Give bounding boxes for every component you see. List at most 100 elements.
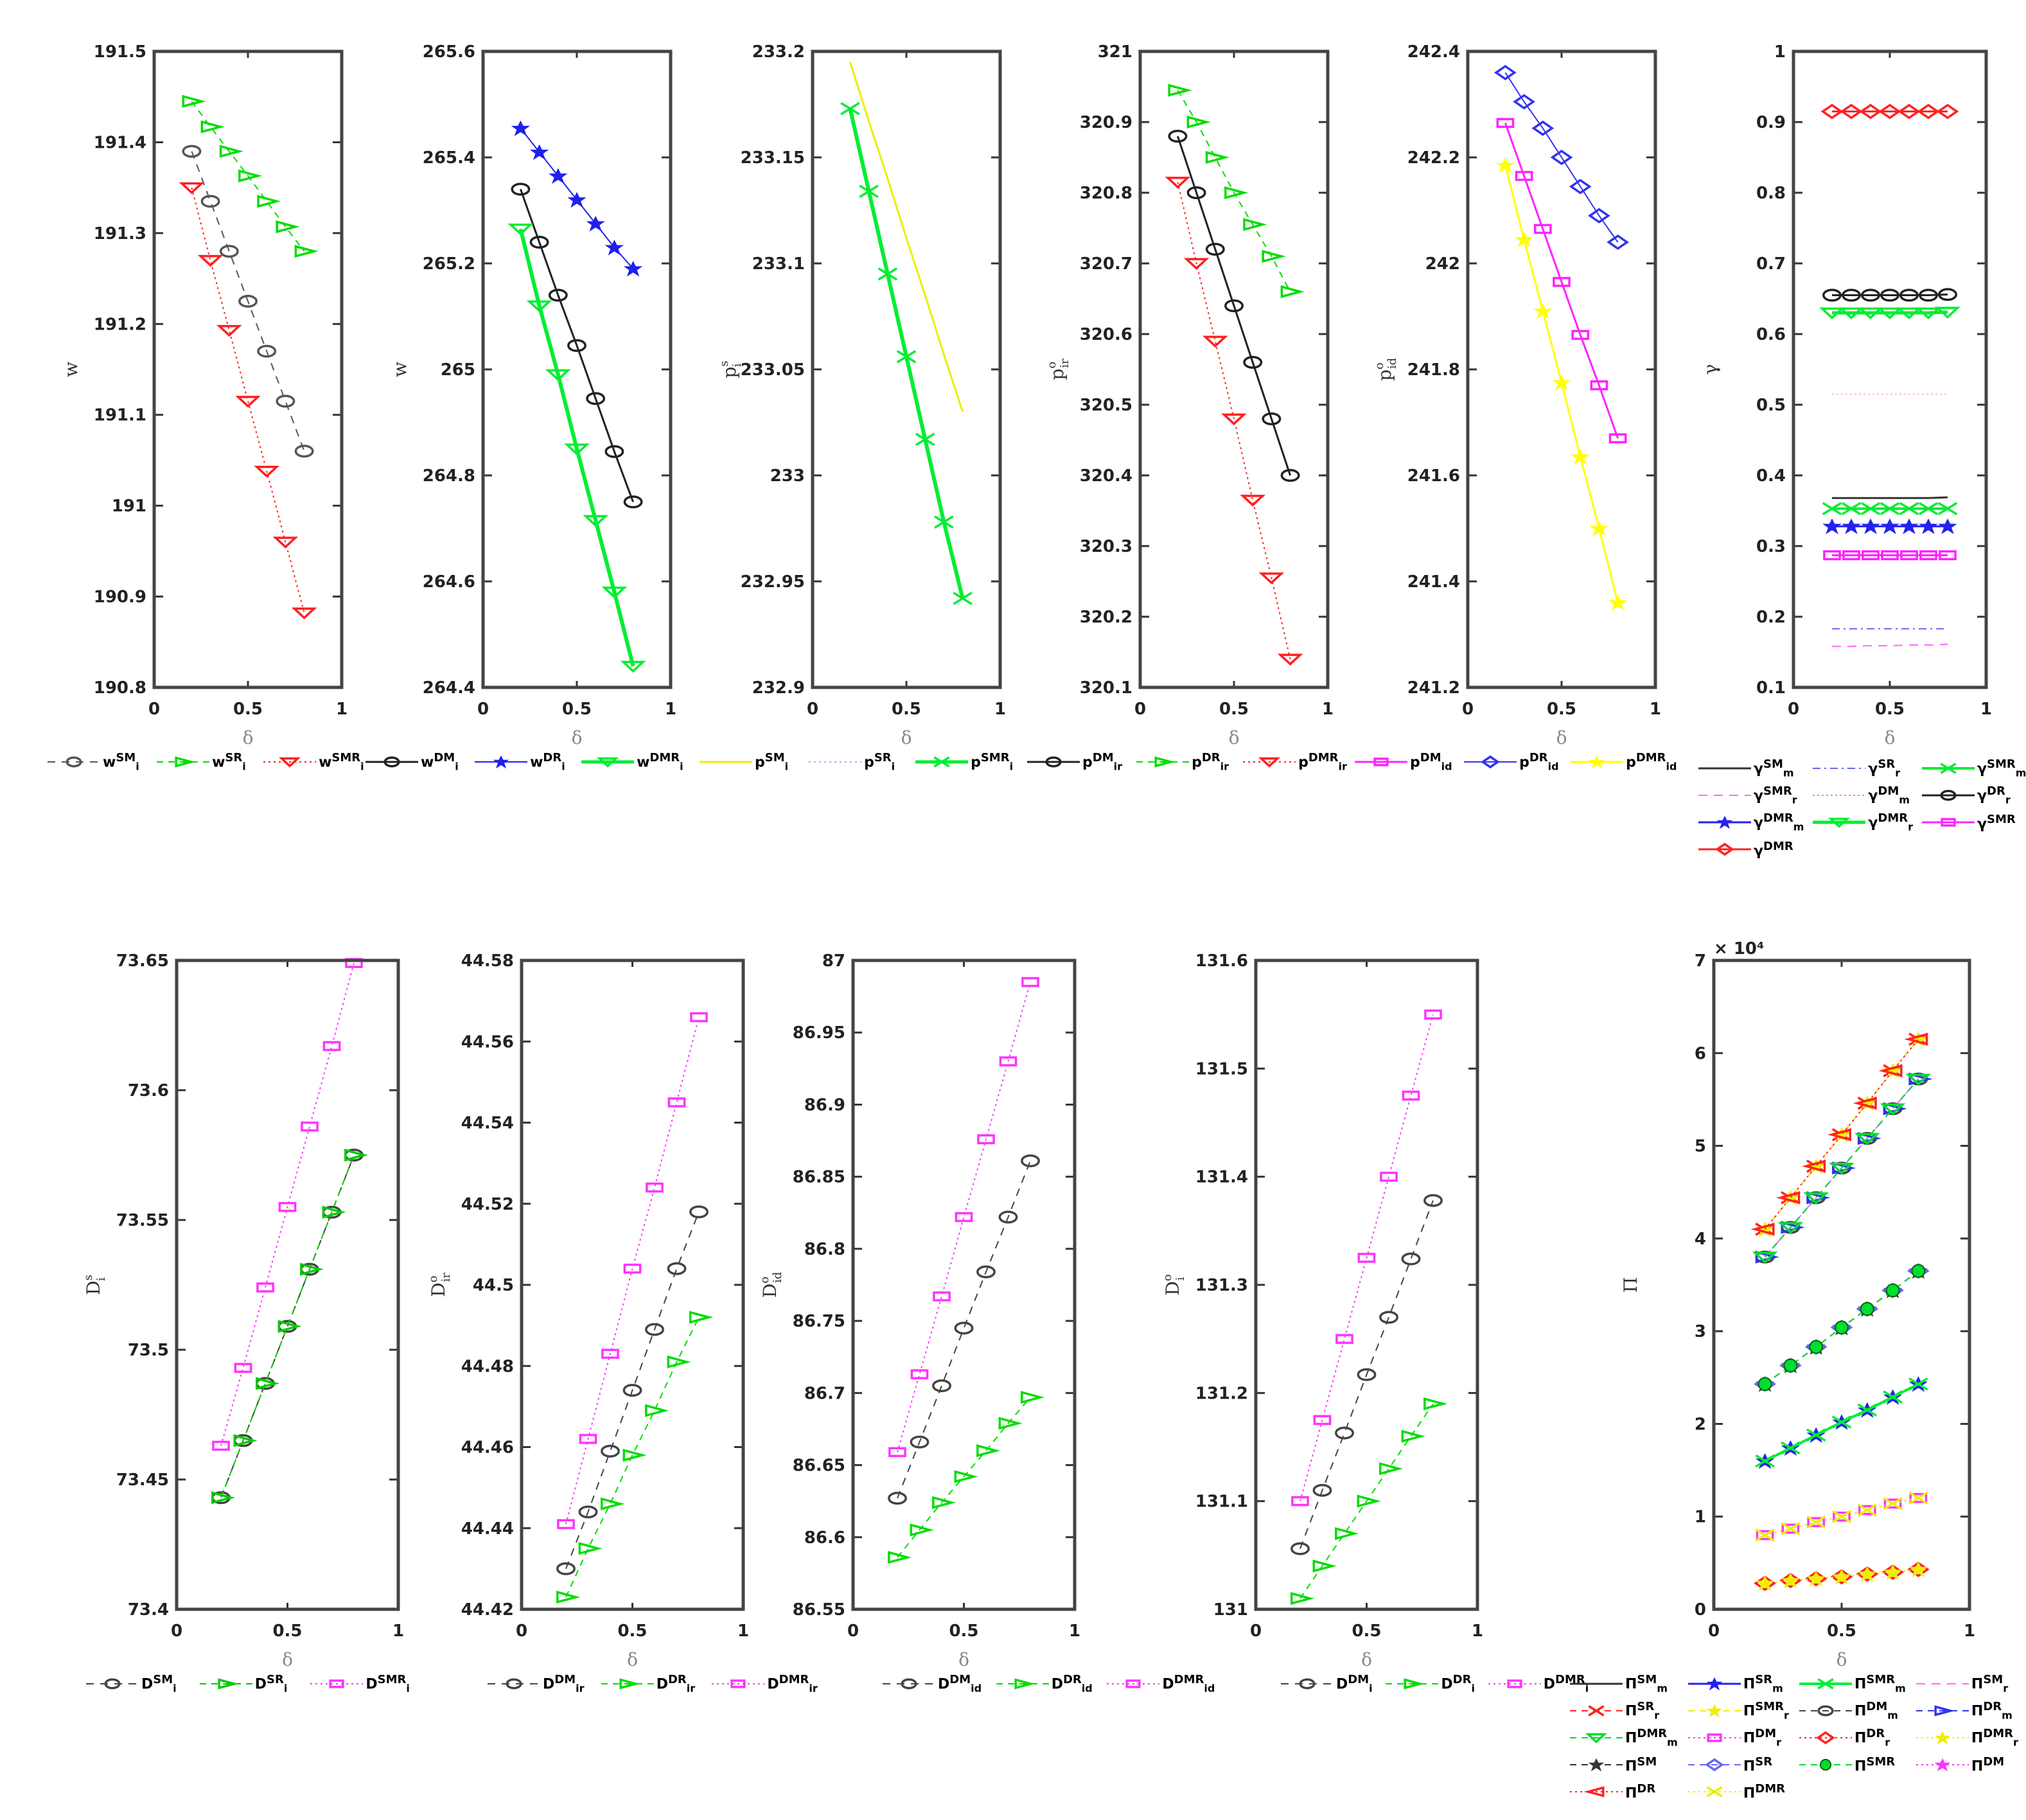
circle-marker-icon bbox=[1357, 1368, 1377, 1381]
chart-svg: 0.1 0.2 0.3 0.4 0.5 0.6 0.7 0.8 0.9 1 0 0.5 1 δ γ bbox=[1700, 42, 1992, 748]
legend-item: DDRi bbox=[1383, 1670, 1479, 1697]
x-tick-label: 1 bbox=[1322, 700, 1334, 719]
legend-swatch-icon bbox=[1464, 755, 1517, 769]
legend-label: DSRi bbox=[254, 1673, 288, 1695]
legend-label: γSMm bbox=[1754, 757, 1794, 779]
plot-frame bbox=[1254, 959, 1479, 1611]
chart-svg: 320.1 320.2 320.3 320.4 320.5 320.6 320.7 320.8… bbox=[1045, 42, 1334, 748]
y-tick-label: 0.1 bbox=[1756, 678, 1786, 698]
plot-frame bbox=[520, 959, 745, 1611]
circle-marker-icon bbox=[1919, 288, 1938, 302]
chart-panel-Pi: 0 1 2 3 4 5 6 7 0 0.5 1 δ Π × 10⁴ bbox=[1620, 939, 1975, 1670]
circle-marker-icon bbox=[645, 1323, 664, 1336]
legend-item: wSMRi bbox=[261, 748, 373, 775]
square-marker-icon bbox=[1402, 1090, 1420, 1101]
y-tick-label: 44.58 bbox=[461, 951, 514, 971]
circle-marker-icon bbox=[932, 1379, 951, 1393]
tri-down-marker-icon bbox=[1896, 307, 1922, 320]
y-tick-label: 44.54 bbox=[461, 1114, 514, 1133]
square-marker-icon bbox=[1021, 976, 1039, 987]
tri-right-marker-icon bbox=[954, 1470, 978, 1483]
square-marker-icon bbox=[1707, 1733, 1722, 1742]
star-marker-icon bbox=[586, 216, 605, 232]
tri-left-marker-icon bbox=[1776, 1191, 1801, 1205]
tri-right-marker-icon bbox=[1280, 285, 1305, 298]
y-tick-label: 241.2 bbox=[1407, 678, 1460, 698]
legend-label: DDMi bbox=[1336, 1673, 1373, 1695]
star-marker-icon bbox=[1938, 518, 1957, 535]
square-marker-icon bbox=[1881, 550, 1899, 561]
y-tick-label: 1 bbox=[1695, 1508, 1706, 1527]
plot-frame bbox=[175, 959, 400, 1611]
legend-p_direct: pDMid pDRid pDMRid bbox=[1352, 748, 1686, 775]
legend-swatch-icon bbox=[1570, 1733, 1623, 1744]
legend-swatch-icon bbox=[1687, 1733, 1741, 1742]
legend-swatch-icon bbox=[48, 756, 100, 768]
legend-label: ΠDRr bbox=[1854, 1727, 1890, 1749]
y-tick-label: 241.8 bbox=[1407, 360, 1460, 380]
square-marker-icon bbox=[322, 1041, 341, 1052]
y-tick-label: 44.52 bbox=[461, 1195, 514, 1214]
y-tick-label: 131 bbox=[1213, 1600, 1248, 1620]
y-tick-label: 7 bbox=[1695, 951, 1706, 971]
square-marker-icon bbox=[1862, 550, 1880, 561]
series-D_i^SMR bbox=[212, 958, 363, 1451]
circle-marker-icon bbox=[1021, 1154, 1040, 1167]
star-marker-icon bbox=[1495, 157, 1515, 173]
y-tick-label: 131.2 bbox=[1195, 1384, 1248, 1403]
tri-right-marker-icon bbox=[218, 1678, 239, 1690]
series-p_id^DMR bbox=[1495, 157, 1628, 611]
legend-label: ΠSMr bbox=[1971, 1673, 2009, 1695]
legend-item: ΠSR bbox=[1686, 1751, 1790, 1778]
legend-label: ΠSRm bbox=[1743, 1673, 1783, 1695]
square-marker-icon bbox=[1571, 330, 1590, 340]
tri-right-marker-icon bbox=[219, 145, 243, 158]
star-marker-icon bbox=[1608, 594, 1628, 611]
xmark-marker-icon bbox=[1908, 1377, 1928, 1391]
legend-swatch-icon bbox=[1916, 1758, 1969, 1772]
series-w_i^SR bbox=[182, 94, 319, 258]
legend-item: γDRr bbox=[1919, 782, 2026, 809]
series-γ_m^SMR bbox=[1822, 502, 1958, 515]
legend-swatch-icon bbox=[712, 1679, 765, 1688]
square-marker-icon bbox=[977, 1134, 995, 1145]
x-tick-label: 0.5 bbox=[233, 700, 263, 719]
y-tick-label: 131.6 bbox=[1195, 951, 1248, 971]
tri-right-marker-icon bbox=[1934, 1705, 1955, 1717]
tri-down-marker-icon bbox=[1877, 307, 1903, 320]
legend-item: wSMi bbox=[45, 748, 148, 775]
tri-right-marker-icon bbox=[1186, 116, 1211, 128]
series-D_i^SR bbox=[211, 1149, 369, 1505]
legend-item: γSMRr bbox=[1696, 782, 1804, 809]
legend-swatch-icon bbox=[1916, 1705, 1969, 1717]
tri-right-marker-icon bbox=[601, 1497, 625, 1510]
y-tick-label: 320.6 bbox=[1080, 325, 1132, 344]
y-tick-label: 265.6 bbox=[423, 42, 475, 62]
y-axis-label: Doir bbox=[427, 1273, 453, 1297]
xmark-marker-icon bbox=[1883, 1390, 1903, 1404]
y-axis-label: Π bbox=[1620, 1277, 1641, 1293]
legend-swatch-icon bbox=[1687, 1704, 1741, 1718]
tri-right-marker-icon bbox=[1883, 1102, 1907, 1115]
tri-right-marker-icon bbox=[300, 1262, 324, 1276]
y-tick-label: 191.3 bbox=[94, 224, 146, 243]
tri-down-marker-icon bbox=[1916, 307, 1941, 320]
legend-item: ΠSRm bbox=[1686, 1670, 1790, 1697]
legend-swatch-icon bbox=[700, 761, 752, 763]
x-axis-label: δ bbox=[1885, 727, 1896, 748]
y-tick-label: 44.56 bbox=[461, 1032, 514, 1052]
x-tick-label: 1 bbox=[392, 1621, 404, 1641]
tri-right-marker-icon bbox=[888, 1551, 912, 1564]
series-w_i^SMR bbox=[179, 182, 317, 620]
x-tick-label: 0.5 bbox=[1219, 700, 1249, 719]
star-marker-icon bbox=[604, 240, 624, 256]
legend-swatch-icon bbox=[581, 757, 635, 768]
xmark-marker-icon bbox=[1918, 502, 1939, 515]
series-Π_r^SMR bbox=[1755, 1031, 1928, 1237]
y-tick-label: 44.46 bbox=[461, 1438, 514, 1458]
y-tick-label: 320.9 bbox=[1080, 113, 1132, 132]
circle-marker-icon bbox=[689, 1205, 709, 1219]
square-marker-icon bbox=[667, 1097, 686, 1108]
circle-marker-icon bbox=[976, 1265, 996, 1278]
x-tick-label: 0 bbox=[1134, 700, 1146, 719]
